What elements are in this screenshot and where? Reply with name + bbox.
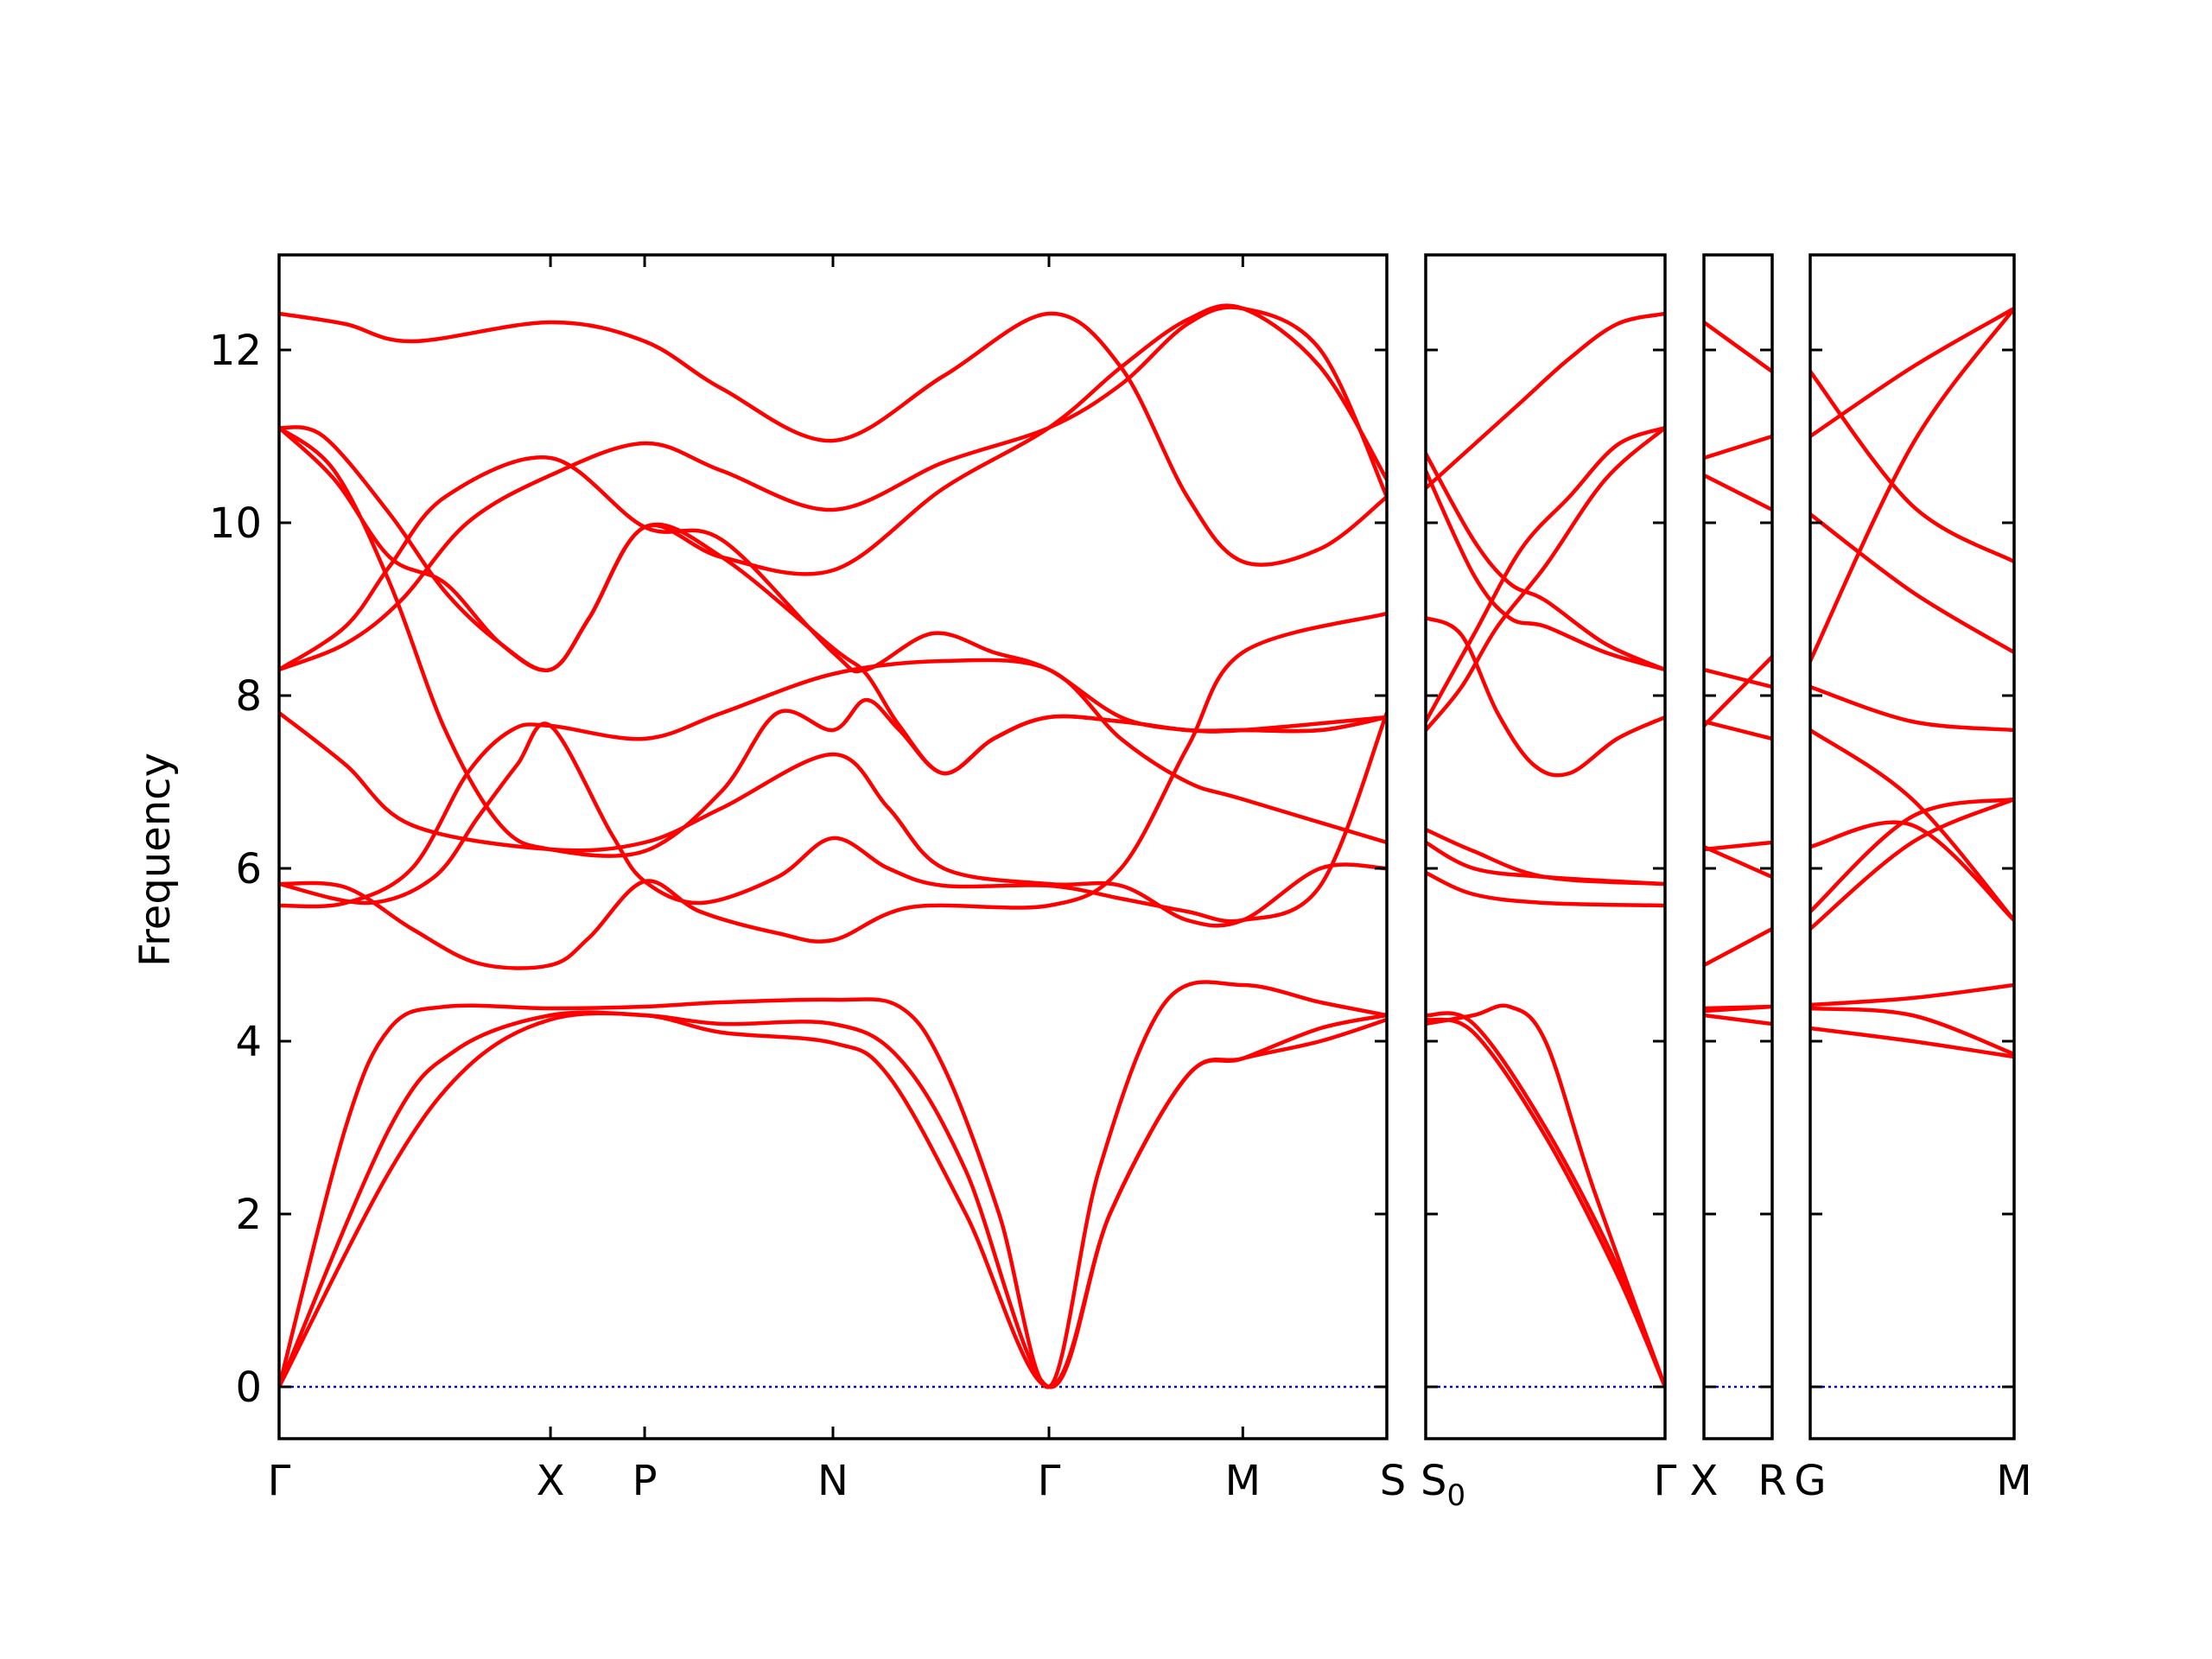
band-lines: [279, 303, 1387, 1389]
panel-frame: [1424, 253, 1667, 1440]
band-2: [1426, 1017, 1665, 1389]
x-tick-label: P: [632, 1457, 658, 1505]
band-7: [1810, 728, 2014, 923]
band-6: [1704, 844, 1772, 880]
band-13: [279, 311, 1387, 567]
band-1: [1704, 1013, 1772, 1027]
panel-2: S0 Γ: [1421, 253, 1677, 1513]
band-4: [1810, 797, 2014, 931]
y-tick-label: 10: [209, 499, 262, 548]
x-tick-label: M: [1225, 1457, 1261, 1505]
band-11: [279, 425, 1387, 858]
band-6: [279, 710, 1387, 924]
band-12: [1704, 320, 1772, 374]
band-5: [279, 611, 1387, 970]
band-1: [1810, 1026, 2014, 1059]
band-9: [1426, 615, 1665, 778]
band-6: [1810, 820, 2014, 923]
band-3: [1810, 982, 2014, 1007]
band-lines: [1810, 306, 2014, 1059]
y-tick-label: 0: [235, 1363, 262, 1412]
band-10: [1810, 512, 2014, 655]
band-lines: [1704, 320, 1772, 1027]
y-tick-label: 8: [235, 672, 262, 721]
x-tick-label: S: [1380, 1457, 1406, 1505]
x-tick-label: X: [537, 1457, 565, 1505]
x-tick-label: Γ: [268, 1457, 291, 1505]
y-tick-label: 6: [235, 845, 262, 893]
x-tick-label: Γ: [1654, 1457, 1677, 1505]
band-3: [1426, 1003, 1665, 1389]
panel-frame: [1702, 253, 1774, 1440]
band-11: [1810, 306, 2014, 439]
panels: Γ X P N Γ M S S0 Γ X R G M: [268, 253, 2032, 1513]
y-tick-label: 2: [235, 1191, 262, 1239]
band-11: [1704, 434, 1772, 461]
x-tick-label: G: [1794, 1457, 1826, 1505]
x-tick-label: M: [1996, 1457, 2031, 1505]
band-8: [1426, 425, 1665, 724]
band-10: [1704, 473, 1772, 512]
band-3: [279, 1011, 1387, 1389]
x-tick-label: R: [1758, 1457, 1786, 1505]
band-8: [1704, 719, 1772, 741]
y-tick-label: 12: [209, 327, 262, 375]
band-6: [1426, 827, 1665, 887]
y-axis-ticks: 0 2 4 6 8 10 12: [209, 327, 262, 1412]
band-1: [279, 980, 1387, 1389]
y-tick-label: 4: [235, 1018, 262, 1066]
band-2: [1810, 1006, 2014, 1057]
band-4: [279, 658, 1387, 909]
band-12: [1426, 311, 1665, 491]
band-8: [1810, 684, 2014, 733]
panel-frame: [1808, 253, 2016, 1440]
x-tick-label: N: [817, 1457, 849, 1505]
band-7: [1426, 425, 1665, 733]
band-7: [279, 710, 1387, 928]
band-11: [1426, 468, 1665, 672]
band-4: [1704, 926, 1772, 968]
x-tick-label: Γ: [1038, 1457, 1061, 1505]
band-4: [1426, 870, 1665, 908]
band-10: [1426, 451, 1665, 672]
x-tick-label: X: [1690, 1457, 1719, 1505]
band-12: [1810, 369, 2014, 564]
band-5: [1810, 797, 2014, 914]
band-9: [1810, 306, 2014, 664]
band-9: [1704, 667, 1772, 690]
y-axis-label: Frequency: [131, 753, 180, 967]
band-12: [279, 303, 1387, 673]
band-lines: [1426, 311, 1665, 1389]
band-3: [1704, 1004, 1772, 1011]
